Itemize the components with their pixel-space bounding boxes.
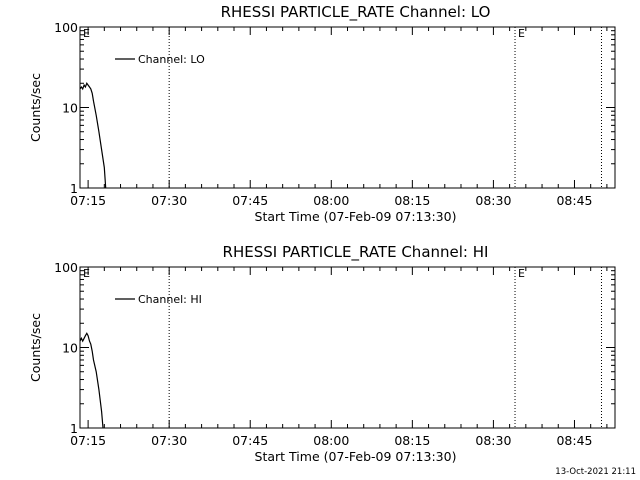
x-axis-label: Start Time (07-Feb-09 07:13:30) (255, 449, 457, 464)
y-tick-label: 100 (54, 20, 78, 35)
chart-panel-1: RHESSI PARTICLE_RATE Channel: LO 1 10 100 07… (28, 3, 616, 224)
x-tick-label: 07:45 (232, 433, 268, 448)
x-tick-label: 08:15 (394, 193, 430, 208)
event-marker-label: E (83, 27, 90, 40)
x-tick-label: 08:00 (313, 433, 349, 448)
y-axis-label: Counts/sec (28, 313, 43, 382)
x-tick-label: 07:15 (70, 193, 106, 208)
x-tick-label: 07:30 (151, 193, 187, 208)
chart-title: RHESSI PARTICLE_RATE Channel: LO (221, 3, 491, 22)
y-tick-label: 100 (54, 260, 78, 275)
y-tick-label: 10 (62, 101, 78, 116)
x-tick-label: 07:30 (151, 433, 187, 448)
chart-title: RHESSI PARTICLE_RATE Channel: HI (223, 243, 489, 262)
x-tick-label: 08:30 (475, 433, 511, 448)
y-tick-label: 10 (62, 341, 78, 356)
series-line (79, 332, 104, 429)
y-axis-label: Counts/sec (28, 73, 43, 142)
y-tick-label: 1 (70, 181, 78, 196)
x-tick-label: 08:30 (475, 193, 511, 208)
x-tick-label: 08:45 (556, 433, 592, 448)
plot-frame (79, 26, 616, 189)
event-marker-label: E (83, 267, 90, 280)
legend-label: Channel: LO (138, 53, 205, 66)
x-tick-label: 08:00 (313, 193, 349, 208)
event-marker-label: E (518, 27, 525, 40)
legend-label: Channel: HI (138, 293, 202, 306)
series-line (79, 82, 107, 189)
x-axis-label: Start Time (07-Feb-09 07:13:30) (255, 209, 457, 224)
x-tick-label: 07:45 (232, 193, 268, 208)
event-marker-label: E (518, 267, 525, 280)
chart-panel-2: RHESSI PARTICLE_RATE Channel: HI 1 10 100 07… (28, 243, 616, 464)
x-tick-label: 07:15 (70, 433, 106, 448)
footer-timestamp: 13-Oct-2021 21:11 (555, 467, 636, 477)
x-tick-label: 08:45 (556, 193, 592, 208)
plot-frame (79, 266, 616, 429)
y-tick-label: 1 (70, 421, 78, 436)
x-tick-label: 08:15 (394, 433, 430, 448)
